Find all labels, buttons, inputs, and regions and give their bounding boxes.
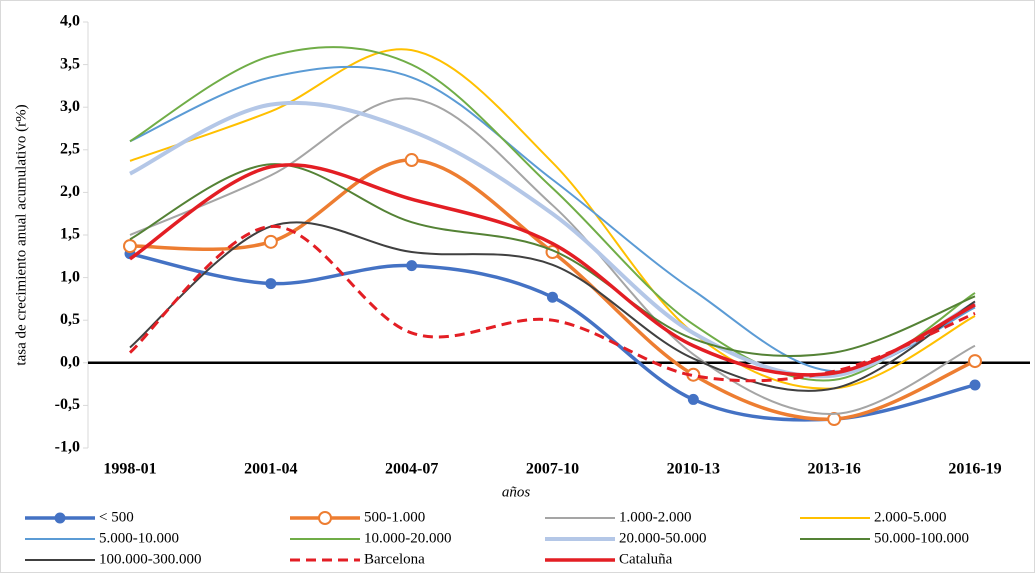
y-tick-label: 0,5	[60, 311, 80, 328]
x-tick-label: 2001-04	[244, 461, 297, 478]
y-tick-label: 3,5	[60, 55, 80, 72]
y-tick-label: -0,5	[55, 396, 80, 413]
x-axis-label: años	[502, 484, 531, 500]
point-marker	[263, 234, 278, 249]
legend-marker	[318, 511, 332, 525]
point-marker	[404, 153, 419, 168]
legend-label: 100.000-300.000	[99, 551, 202, 567]
series-line	[129, 100, 976, 379]
legend-label: 2.000-5.000	[874, 509, 947, 525]
y-tick-label: 0,0	[60, 353, 80, 370]
y-tick-label: -1,0	[55, 439, 80, 456]
y-tick-label: 2,0	[60, 183, 80, 200]
point-marker	[406, 260, 418, 272]
x-tick-label: 2010-13	[667, 461, 720, 478]
legend-label: 5.000-10.000	[99, 530, 179, 546]
legend-label: 500-1.000	[364, 509, 425, 525]
series-line	[129, 163, 976, 357]
x-tick-label: 1998-01	[103, 461, 156, 478]
legend-label: 1.000-2.000	[619, 509, 692, 525]
series-line	[129, 163, 976, 377]
series-line	[129, 46, 976, 382]
legend-marker	[54, 512, 66, 524]
point-marker	[687, 393, 699, 405]
legend-label: 50.000-100.000	[874, 530, 969, 546]
series-line	[129, 221, 976, 392]
legend-label: 20.000-50.000	[619, 530, 707, 546]
legend-label: < 500	[99, 509, 134, 525]
legend-label: Cataluña	[619, 551, 673, 567]
x-tick-label: 2013-16	[808, 461, 861, 478]
y-tick-label: 2,5	[60, 140, 80, 157]
x-tick-label: 2007-10	[526, 461, 579, 478]
x-tick-label: 2004-07	[385, 461, 438, 478]
y-tick-label: 3,0	[60, 98, 80, 115]
series-line	[129, 97, 976, 415]
point-marker	[547, 291, 558, 303]
point-marker	[265, 278, 277, 290]
y-tick-label: 4,0	[60, 13, 80, 30]
point-marker	[968, 354, 982, 369]
x-tick-label: 2016-19	[948, 461, 1001, 478]
y-tick-label: 1,0	[60, 268, 80, 285]
legend-label: 10.000-20.000	[364, 530, 452, 546]
y-tick-label: 1,5	[60, 226, 80, 243]
legend-label: Barcelona	[364, 551, 425, 567]
point-marker	[969, 379, 981, 391]
y-axis-label: tasa de crecimiento anual acumulativo (r…	[13, 104, 29, 365]
point-marker	[123, 239, 137, 254]
